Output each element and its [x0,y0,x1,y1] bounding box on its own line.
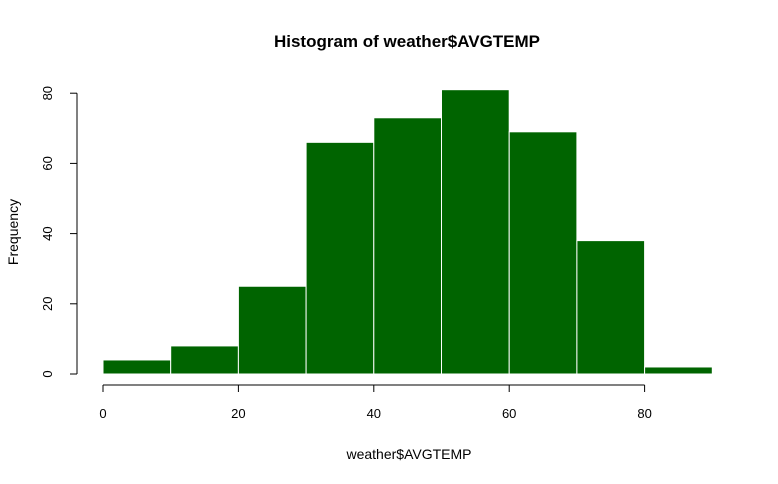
histogram-bar [576,240,646,375]
chart-title: Histogram of weather$AVGTEMP [274,32,540,51]
histogram-bar [508,131,578,375]
x-tick-label: 0 [99,406,106,421]
histogram-bar [102,359,172,375]
x-tick-label: 20 [231,406,245,421]
x-tick-label: 40 [367,406,381,421]
bars-group [102,89,713,375]
y-tick-label: 20 [40,297,55,311]
y-tick-label: 0 [40,370,55,377]
histogram-bar [170,345,239,375]
y-axis-label: Frequency [5,199,21,265]
histogram-bar [305,141,375,375]
x-tick-label: 60 [502,406,516,421]
x-tick-label: 80 [637,406,651,421]
histogram-bar [644,366,713,375]
y-tick-label: 40 [40,226,55,240]
x-axis-label: weather$AVGTEMP [345,446,471,462]
histogram-bar [237,285,307,375]
histogram-bar [441,89,510,375]
x-axis: 0 20 40 60 80 [99,384,652,421]
y-axis: 0 20 40 60 80 [40,86,78,378]
histogram-bar [373,117,442,375]
y-tick-label: 80 [40,86,55,100]
y-tick-label: 60 [40,156,55,170]
